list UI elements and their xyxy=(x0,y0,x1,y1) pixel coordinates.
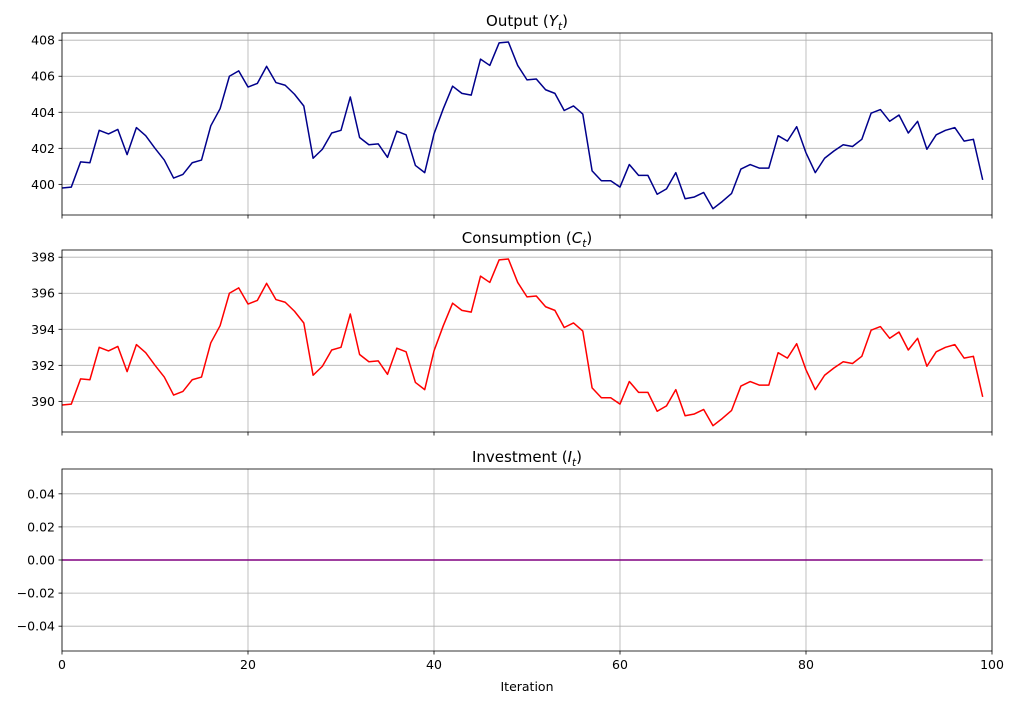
x-tick-label: 40 xyxy=(426,657,442,672)
subplot-1: 400 402 404 406 408 Output (Yt) xyxy=(31,12,993,219)
x-tick-label: 60 xyxy=(612,657,628,672)
series-line xyxy=(61,258,984,427)
x-tick-label: 20 xyxy=(240,657,256,672)
y-tick-label: 402 xyxy=(31,141,55,156)
y-tick-label: 406 xyxy=(31,69,55,84)
y-tick-label: 398 xyxy=(31,250,55,265)
axes-frame xyxy=(61,32,993,216)
series-line xyxy=(61,41,984,210)
y-tick-label: 408 xyxy=(31,33,55,48)
x-tick-label: 80 xyxy=(798,657,814,672)
subplot-title: Consumption (Ct) xyxy=(462,229,592,250)
y-tick-label: −0.04 xyxy=(17,619,55,634)
axes-frame xyxy=(61,249,993,433)
subplot-2: 390 392 394 396 398 Consumption (Ct) xyxy=(31,229,993,436)
subplot-title: Investment (It) xyxy=(472,448,582,469)
y-tick-label: 390 xyxy=(31,394,55,409)
x-axis-label: Iteration xyxy=(500,679,553,694)
y-tick-label: −0.02 xyxy=(17,586,55,601)
y-tick-label: 0.04 xyxy=(27,486,55,501)
subplot-title: Output (Yt) xyxy=(486,12,568,33)
y-tick-label: 0.02 xyxy=(27,519,55,534)
y-tick-label: 400 xyxy=(31,177,55,192)
y-tick-label: 396 xyxy=(31,286,55,301)
y-tick-label: 394 xyxy=(31,322,55,337)
x-tick-label: 0 xyxy=(58,657,66,672)
x-tick-label: 100 xyxy=(980,657,1004,672)
y-tick-label: 404 xyxy=(31,105,55,120)
y-tick-label: 0.00 xyxy=(27,553,55,568)
y-tick-label: 392 xyxy=(31,358,55,373)
subplot-3: −0.04 −0.02 0.00 0.02 0.04 0 20 40 60 80 100 Invest… xyxy=(17,448,1004,694)
